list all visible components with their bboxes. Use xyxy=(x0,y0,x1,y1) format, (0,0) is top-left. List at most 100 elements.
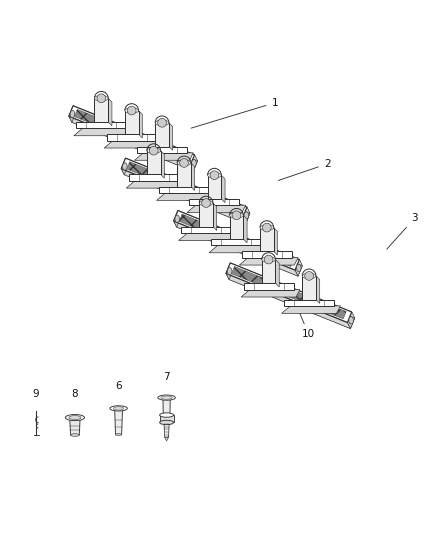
Polygon shape xyxy=(212,239,261,245)
Polygon shape xyxy=(209,245,268,253)
Polygon shape xyxy=(121,158,128,175)
Polygon shape xyxy=(191,163,194,190)
Polygon shape xyxy=(243,207,250,224)
Polygon shape xyxy=(179,233,237,240)
Ellipse shape xyxy=(230,213,244,218)
Polygon shape xyxy=(274,228,277,255)
Ellipse shape xyxy=(116,434,122,435)
Polygon shape xyxy=(226,263,233,279)
Polygon shape xyxy=(126,181,185,188)
Polygon shape xyxy=(208,175,221,199)
Circle shape xyxy=(202,199,211,207)
Polygon shape xyxy=(95,98,108,122)
Polygon shape xyxy=(169,123,173,150)
Ellipse shape xyxy=(110,406,127,411)
Polygon shape xyxy=(121,158,247,217)
Ellipse shape xyxy=(244,212,249,219)
Polygon shape xyxy=(173,211,181,227)
Polygon shape xyxy=(295,260,302,276)
Ellipse shape xyxy=(65,415,85,421)
Polygon shape xyxy=(244,283,293,289)
Circle shape xyxy=(305,271,314,280)
Polygon shape xyxy=(282,306,340,313)
Ellipse shape xyxy=(70,110,75,118)
Polygon shape xyxy=(262,260,276,283)
Polygon shape xyxy=(226,263,352,322)
Polygon shape xyxy=(159,415,173,423)
Circle shape xyxy=(158,118,166,127)
Polygon shape xyxy=(226,273,350,329)
Polygon shape xyxy=(232,266,346,319)
Ellipse shape xyxy=(262,257,276,262)
Polygon shape xyxy=(230,263,355,318)
Polygon shape xyxy=(165,437,169,441)
Polygon shape xyxy=(187,205,246,213)
Polygon shape xyxy=(108,98,112,126)
Ellipse shape xyxy=(159,421,173,425)
Circle shape xyxy=(232,211,241,220)
Polygon shape xyxy=(316,276,320,303)
Polygon shape xyxy=(134,153,193,160)
Polygon shape xyxy=(347,312,355,329)
Ellipse shape xyxy=(125,108,138,114)
Polygon shape xyxy=(179,214,294,266)
Polygon shape xyxy=(177,216,302,276)
Ellipse shape xyxy=(161,396,172,399)
Polygon shape xyxy=(230,215,244,239)
Text: 6: 6 xyxy=(115,381,122,391)
Ellipse shape xyxy=(302,273,316,279)
Polygon shape xyxy=(147,151,161,174)
Circle shape xyxy=(180,158,188,167)
Polygon shape xyxy=(74,109,189,161)
Polygon shape xyxy=(241,289,300,297)
Ellipse shape xyxy=(158,395,175,400)
Polygon shape xyxy=(70,417,80,435)
Text: 2: 2 xyxy=(279,159,330,181)
Polygon shape xyxy=(164,423,169,437)
Polygon shape xyxy=(242,252,292,257)
Ellipse shape xyxy=(95,95,108,101)
Polygon shape xyxy=(74,128,133,136)
Polygon shape xyxy=(302,276,316,300)
Polygon shape xyxy=(127,161,241,214)
Polygon shape xyxy=(72,112,198,172)
Circle shape xyxy=(127,106,136,115)
Polygon shape xyxy=(177,163,191,187)
Polygon shape xyxy=(137,147,187,153)
Circle shape xyxy=(264,255,273,264)
Polygon shape xyxy=(239,257,298,265)
Polygon shape xyxy=(73,106,198,161)
Text: 1: 1 xyxy=(191,98,278,128)
Text: 10: 10 xyxy=(299,311,315,339)
Polygon shape xyxy=(104,141,163,148)
Circle shape xyxy=(97,94,106,103)
Ellipse shape xyxy=(69,416,81,419)
Text: 3: 3 xyxy=(387,214,418,249)
Polygon shape xyxy=(244,215,247,243)
Ellipse shape xyxy=(175,215,180,222)
Ellipse shape xyxy=(349,317,353,324)
Polygon shape xyxy=(157,193,215,200)
Polygon shape xyxy=(69,106,76,123)
Ellipse shape xyxy=(260,225,274,230)
Polygon shape xyxy=(115,408,123,434)
Polygon shape xyxy=(155,123,169,147)
Ellipse shape xyxy=(123,163,127,170)
Ellipse shape xyxy=(113,407,124,410)
Polygon shape xyxy=(159,187,209,193)
Ellipse shape xyxy=(199,200,213,206)
Polygon shape xyxy=(107,134,157,141)
Polygon shape xyxy=(124,164,250,224)
Ellipse shape xyxy=(177,160,191,166)
Polygon shape xyxy=(284,300,334,306)
Ellipse shape xyxy=(227,268,232,275)
Ellipse shape xyxy=(155,120,169,126)
Circle shape xyxy=(149,146,158,155)
Polygon shape xyxy=(190,155,198,172)
Polygon shape xyxy=(125,110,138,134)
Text: 8: 8 xyxy=(71,389,78,399)
Polygon shape xyxy=(138,110,142,138)
Text: 7: 7 xyxy=(163,372,170,382)
Polygon shape xyxy=(221,175,225,203)
Polygon shape xyxy=(173,211,299,270)
